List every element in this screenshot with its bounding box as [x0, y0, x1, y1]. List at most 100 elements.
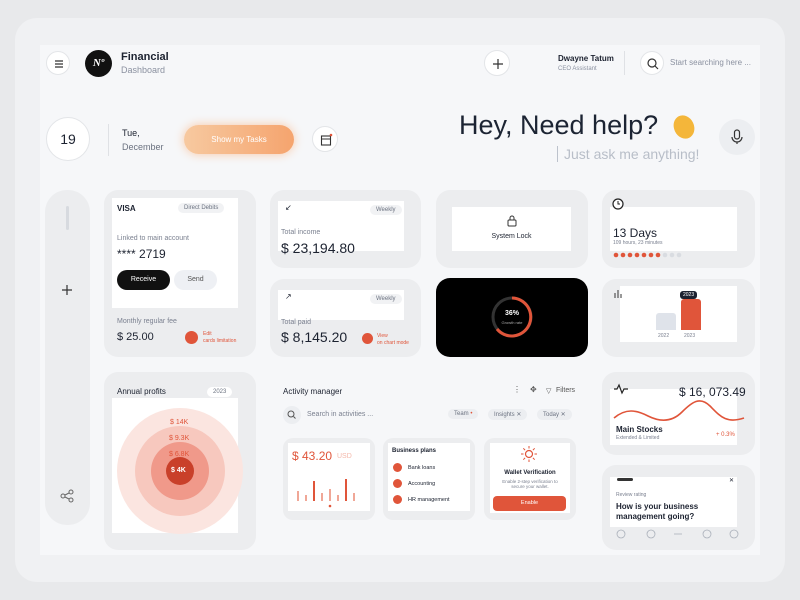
bar-label: 2023 — [684, 333, 696, 339]
calendar-button[interactable] — [312, 126, 338, 152]
weekday: Tue, — [122, 128, 140, 138]
plan-icon — [393, 463, 402, 472]
menu-icon — [55, 60, 63, 68]
ring-label: $ 6.8K — [169, 451, 190, 458]
pulse-icon — [614, 383, 628, 395]
search-button[interactable] — [640, 51, 664, 75]
plan-item[interactable]: HR management — [408, 497, 450, 503]
balance-currency: USD — [337, 453, 352, 460]
edit-sub: cards limitation — [203, 338, 237, 344]
card-number: **** 2719 — [117, 247, 166, 261]
tag[interactable]: Today ✕ — [537, 409, 572, 420]
plans-title: Business plans — [392, 448, 437, 454]
receive-button[interactable]: Receive — [117, 270, 170, 290]
divider — [108, 124, 109, 156]
close-icon[interactable]: ✕ — [729, 478, 735, 484]
divider — [624, 51, 625, 75]
stocks-line — [613, 400, 745, 421]
year-dropdown[interactable]: 2023 — [207, 387, 233, 397]
period-dropdown[interactable]: Weekly — [370, 205, 402, 215]
balance-amount: $ 43.20 — [292, 449, 333, 463]
bar-label: 2022 — [658, 333, 670, 339]
rating-faces[interactable] — [616, 529, 742, 539]
add-icon[interactable] — [60, 283, 74, 297]
tasks-button[interactable]: Show my Tasks — [184, 125, 294, 154]
bar-2022 — [656, 313, 676, 330]
growth-label: Growth rate — [501, 320, 523, 325]
stocks-change: + 0.3% — [716, 432, 735, 438]
filters-button[interactable]: Filters — [556, 387, 576, 394]
plan-item[interactable]: Bank loans — [408, 465, 436, 471]
ring-label: $ 14K — [170, 419, 189, 426]
wave-icon — [673, 115, 695, 139]
filter-icon: ▽ — [546, 388, 552, 395]
ring-label: $ 4K — [171, 467, 186, 474]
add-button[interactable] — [484, 50, 510, 76]
enable-button[interactable]: Enable — [493, 496, 566, 511]
activity-search[interactable]: Search in activities ... — [307, 411, 374, 418]
fee-label: Monthly regular fee — [117, 318, 177, 325]
ring-label: $ 9.3K — [169, 435, 190, 442]
greeting-title: Hey, Need help? — [459, 110, 659, 140]
linked-label: Linked to main account — [117, 235, 189, 242]
card-panel — [452, 207, 571, 251]
menu-button[interactable] — [46, 51, 70, 75]
user-role: CEO Assistant — [558, 66, 597, 72]
growth-ring — [491, 296, 533, 338]
clock-icon — [612, 198, 624, 210]
activity-search-icon[interactable] — [283, 406, 301, 424]
more-icon[interactable]: ⋮ — [513, 385, 521, 394]
app-title: Financial — [121, 51, 169, 63]
send-button[interactable]: Send — [174, 270, 217, 290]
move-icon[interactable]: ✥ — [530, 385, 537, 394]
wallet-text: Enable 2-step verification to secure you… — [502, 479, 558, 489]
stocks-title: Main Stocks — [616, 425, 663, 434]
profit-rings — [117, 408, 243, 534]
year-badge: 2023 — [680, 291, 698, 299]
debit-dropdown[interactable]: Direct Debits — [178, 203, 225, 213]
user-name: Dwayne Tatum — [558, 54, 614, 63]
growth-percent: 36% — [504, 310, 519, 317]
tag-text: Insights — [494, 412, 515, 418]
plan-item[interactable]: Accounting — [408, 481, 436, 487]
plan-icon — [393, 495, 402, 504]
plan-icon — [393, 479, 402, 488]
view-link[interactable]: View — [377, 333, 388, 339]
activity-title: Activity manager — [283, 387, 343, 396]
tag-text: Team — [454, 411, 469, 417]
app-subtitle: Dashboard — [121, 65, 166, 75]
search-icon — [287, 410, 296, 419]
tag-close[interactable]: ✕ — [559, 412, 566, 418]
review-label: Review rating — [616, 492, 647, 498]
day-circle: 19 — [46, 117, 90, 161]
card-panel — [620, 286, 737, 342]
share-icon[interactable] — [60, 489, 74, 503]
slider — [617, 478, 633, 481]
income-label: Total income — [281, 229, 321, 236]
lock-label[interactable]: System Lock — [491, 233, 532, 240]
logo: Nº — [85, 50, 112, 77]
card-panel — [610, 207, 737, 251]
days-title: 13 Days — [613, 226, 658, 240]
tag[interactable]: Team • — [448, 409, 479, 419]
tag-close[interactable]: ✕ — [514, 412, 522, 418]
paid-label: Total paid — [281, 319, 311, 326]
arrow-icon: ↗ — [285, 292, 292, 301]
greeting-subtitle: Just ask me anything! — [564, 146, 700, 162]
mic-icon — [731, 129, 743, 144]
mic-button[interactable] — [719, 119, 755, 155]
fee-amount: $ 25.00 — [117, 331, 154, 343]
search-input[interactable]: Start searching here ... — [670, 58, 751, 67]
calendar-icon — [320, 133, 333, 146]
edit-icon[interactable] — [185, 331, 198, 344]
stocks-amount: $ 16, 073.49 — [679, 385, 746, 399]
paid-amount: $ 8,145.20 — [281, 329, 348, 345]
view-icon[interactable] — [362, 333, 373, 344]
profits-title: Annual profits — [117, 387, 166, 396]
tag[interactable]: Insights ✕ — [488, 409, 528, 420]
bar-2023 — [681, 299, 701, 330]
period-dropdown[interactable]: Weekly — [370, 294, 402, 304]
sidebar — [45, 190, 90, 525]
edit-link[interactable]: Edit — [203, 331, 212, 337]
